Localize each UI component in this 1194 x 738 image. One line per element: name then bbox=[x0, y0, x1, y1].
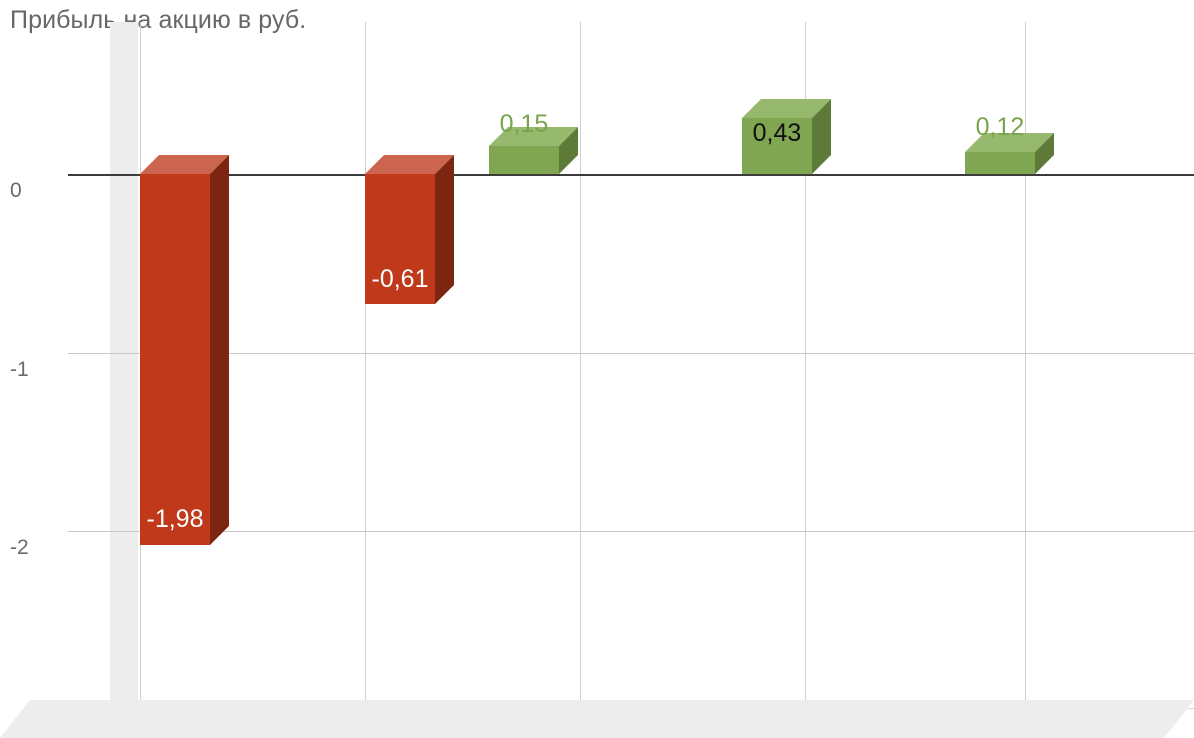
bar-label-2015: -0,61 bbox=[371, 265, 429, 293]
bar-2017-side-face bbox=[812, 99, 831, 174]
bar-2018-front-face bbox=[965, 152, 1035, 174]
bar-label-2014: -1,98 bbox=[146, 505, 204, 533]
bar-2018[interactable] bbox=[965, 133, 1054, 174]
category-highlight-band bbox=[110, 22, 138, 700]
bar-2018-top-face bbox=[965, 133, 1054, 152]
bar-2014-side-face bbox=[210, 155, 229, 545]
y-axis-tick-minus1: -1 bbox=[10, 358, 29, 381]
bar-2015[interactable] bbox=[365, 155, 454, 304]
y-axis-tick-0: 0 bbox=[10, 179, 22, 202]
bar-2017-top-face bbox=[742, 99, 831, 118]
axis-zero-line bbox=[68, 174, 1194, 176]
gridline-vertical-2017 bbox=[805, 22, 806, 700]
bar-2016[interactable] bbox=[489, 127, 578, 174]
gridline-vertical-2016 bbox=[580, 22, 581, 700]
bar-2014-top-face bbox=[140, 155, 229, 174]
gridline-horizontal-minus1 bbox=[68, 353, 1194, 354]
gridline-vertical-2018 bbox=[1025, 22, 1026, 700]
bar-label-2017: 0,43 bbox=[752, 119, 802, 147]
bar-2016-top-face bbox=[489, 127, 578, 146]
bar-2015-side-face bbox=[435, 155, 454, 304]
bar-2015-top-face bbox=[365, 155, 454, 174]
bar-2016-front-face bbox=[489, 146, 559, 174]
bar-2017[interactable] bbox=[742, 99, 831, 174]
chart-title: Прибыль на акцию в руб. bbox=[10, 6, 307, 34]
gridline-vertical-2015 bbox=[365, 22, 366, 700]
bar-label-2018: 0,12 bbox=[975, 113, 1025, 141]
bar-2014-front-face bbox=[140, 174, 210, 545]
chart-floor bbox=[0, 700, 1194, 738]
gridline-horizontal-minus2 bbox=[68, 531, 1194, 532]
bar-label-2016: 0,15 bbox=[499, 110, 549, 138]
bar-2014[interactable] bbox=[140, 155, 229, 545]
y-axis-tick-minus2: -2 bbox=[10, 536, 29, 559]
bar-2015-front-face bbox=[365, 174, 435, 304]
bar-2017-front-face bbox=[742, 118, 812, 174]
